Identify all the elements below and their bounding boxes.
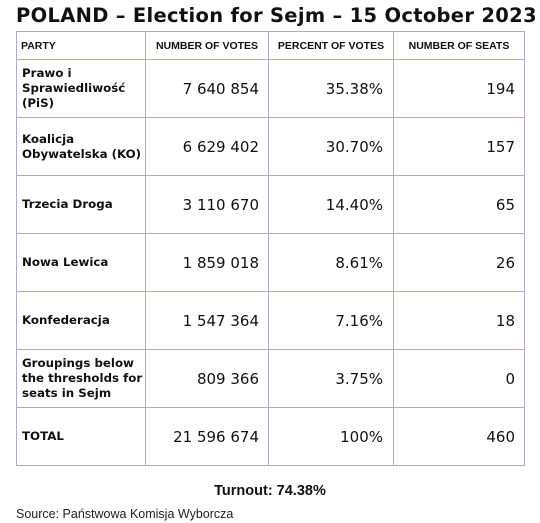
party-name: Koalicja Obywatelska (KO)	[16, 117, 146, 176]
table-row: Nowa Lewica 1 859 018 8.61% 26	[16, 233, 525, 292]
votes-value: 809 366	[145, 349, 269, 408]
table-row-total: TOTAL 21 596 674 100% 460	[16, 407, 525, 466]
votes-value: 7 640 854	[145, 59, 269, 118]
column-header-party: PARTY	[16, 31, 146, 60]
party-name: Groupings below the thresholds for seats…	[16, 349, 146, 408]
percent-value: 7.16%	[268, 291, 394, 350]
seats-value: 26	[393, 233, 525, 292]
results-table: PARTY NUMBER OF VOTES PERCENT OF VOTES N…	[16, 31, 525, 466]
table-row: Koalicja Obywatelska (KO) 6 629 402 30.7…	[16, 117, 525, 176]
table-row: Konfederacja 1 547 364 7.16% 18	[16, 291, 525, 350]
table-row: Prawo i Sprawiedliwość (PiS) 7 640 854 3…	[16, 59, 525, 118]
party-name: Nowa Lewica	[16, 233, 146, 292]
column-header-percent: PERCENT OF VOTES	[268, 31, 394, 60]
votes-value: 1 859 018	[145, 233, 269, 292]
votes-value: 3 110 670	[145, 175, 269, 234]
turnout-label: Turnout: 74.38%	[214, 483, 326, 499]
party-name: Konfederacja	[16, 291, 146, 350]
percent-value: 35.38%	[268, 59, 394, 118]
party-name: TOTAL	[16, 407, 146, 466]
table-row: Trzecia Droga 3 110 670 14.40% 65	[16, 175, 525, 234]
votes-value: 21 596 674	[145, 407, 269, 466]
votes-value: 1 547 364	[145, 291, 269, 350]
seats-value: 0	[393, 349, 525, 408]
table-row: Groupings below the thresholds for seats…	[16, 349, 525, 408]
seats-value: 65	[393, 175, 525, 234]
percent-value: 14.40%	[268, 175, 394, 234]
party-name: Prawo i Sprawiedliwość (PiS)	[16, 59, 146, 118]
percent-value: 3.75%	[268, 349, 394, 408]
source-note: Source: Państwowa Komisja Wyborcza	[16, 507, 234, 521]
seats-value: 157	[393, 117, 525, 176]
table-header-row: PARTY NUMBER OF VOTES PERCENT OF VOTES N…	[16, 31, 525, 60]
column-header-votes: NUMBER OF VOTES	[145, 31, 269, 60]
percent-value: 100%	[268, 407, 394, 466]
seats-value: 18	[393, 291, 525, 350]
party-name: Trzecia Droga	[16, 175, 146, 234]
column-header-seats: NUMBER OF SEATS	[393, 31, 525, 60]
page-title: POLAND – Election for Sejm – 15 October …	[16, 4, 537, 27]
percent-value: 8.61%	[268, 233, 394, 292]
percent-value: 30.70%	[268, 117, 394, 176]
seats-value: 194	[393, 59, 525, 118]
seats-value: 460	[393, 407, 525, 466]
votes-value: 6 629 402	[145, 117, 269, 176]
